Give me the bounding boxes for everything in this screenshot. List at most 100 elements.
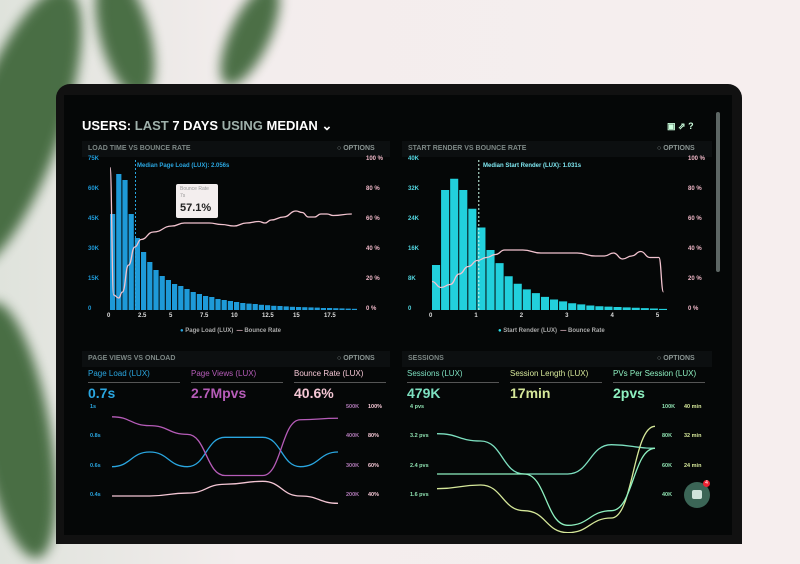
y-tick-label: 0 bbox=[88, 306, 92, 312]
metric-divider bbox=[510, 382, 602, 383]
x-tick-label: 5 bbox=[169, 313, 173, 319]
y2-tick-label: 100 % bbox=[688, 156, 706, 162]
metric-value: 17min bbox=[510, 385, 551, 401]
bar bbox=[159, 276, 165, 310]
metric-label: Session Length (LUX) bbox=[510, 369, 589, 378]
tooltip-sub: 7s bbox=[180, 193, 186, 199]
bar bbox=[345, 308, 351, 310]
title-range: 7 DAYS bbox=[172, 118, 219, 133]
x-tick-label: 4 bbox=[610, 313, 614, 319]
series-line bbox=[436, 425, 656, 533]
y-tick-label: 0.8s bbox=[90, 433, 101, 440]
metric-divider bbox=[294, 382, 386, 383]
metric-label: Page Load (LUX) bbox=[88, 369, 150, 378]
bar bbox=[631, 307, 640, 310]
monitor-icon[interactable]: ▣ bbox=[667, 121, 676, 131]
y2-tick-label: 40K bbox=[662, 492, 673, 498]
metric-divider bbox=[407, 382, 499, 383]
x-tick-label: 12.5 bbox=[262, 313, 274, 319]
bar bbox=[271, 305, 277, 310]
bar bbox=[147, 262, 153, 310]
help-icon[interactable]: ? bbox=[688, 121, 694, 131]
metric-label: PVs Per Session (LUX) bbox=[613, 369, 697, 378]
y-tick-label: 2.4 pvs bbox=[410, 462, 429, 469]
bar bbox=[468, 208, 477, 310]
legend-bounce-rate[interactable]: Bounce Rate bbox=[244, 328, 282, 334]
bar bbox=[283, 306, 289, 310]
bar bbox=[568, 303, 577, 310]
metric-value: 479K bbox=[407, 385, 441, 401]
bar bbox=[234, 302, 240, 310]
title-using: USING bbox=[221, 118, 263, 133]
bar bbox=[495, 263, 504, 310]
y2-tick-label: 100K bbox=[662, 404, 676, 410]
options-label: OPTIONS bbox=[343, 145, 375, 152]
metric-divider bbox=[191, 382, 283, 383]
bar bbox=[504, 276, 513, 310]
y-tick-label: 0 bbox=[408, 306, 412, 312]
x-tick-label: 10 bbox=[231, 313, 238, 319]
bar bbox=[116, 174, 122, 310]
panel4-options[interactable]: ○ OPTIONS bbox=[657, 355, 695, 362]
bar bbox=[172, 284, 178, 310]
legend-bounce-rate[interactable]: Bounce Rate bbox=[567, 328, 605, 334]
y2-tick-label: 100% bbox=[368, 404, 383, 410]
panel3-title: PAGE VIEWS VS ONLOAD bbox=[88, 355, 176, 362]
bar bbox=[320, 308, 326, 310]
legend-start-render[interactable]: Start Render (LUX) bbox=[503, 328, 557, 334]
bar bbox=[258, 304, 264, 310]
bar bbox=[604, 306, 613, 310]
metric-value: 0.7s bbox=[88, 385, 116, 401]
bar bbox=[240, 303, 246, 310]
y-tick-label: 60K bbox=[88, 186, 100, 192]
y2-tick-label: 32 min bbox=[684, 433, 702, 440]
bar bbox=[513, 283, 522, 310]
chevron-down-icon: ⌄ bbox=[321, 118, 333, 133]
panel3-options[interactable]: ○ OPTIONS bbox=[337, 355, 375, 362]
x-tick-label: 2 bbox=[519, 313, 524, 319]
bar bbox=[277, 306, 283, 310]
bar bbox=[308, 307, 314, 310]
y2-tick-label: 20 % bbox=[688, 276, 702, 282]
y-tick-label: 75K bbox=[88, 156, 100, 162]
panel2-median-label: Median Start Render (LUX): 1.031s bbox=[483, 163, 582, 169]
bar bbox=[577, 304, 586, 310]
bar bbox=[296, 307, 302, 310]
bar bbox=[246, 303, 252, 310]
metric-divider bbox=[88, 382, 180, 383]
y-tick-label: 45K bbox=[88, 216, 100, 222]
panel1-options[interactable]: ○ OPTIONS bbox=[337, 145, 375, 152]
bar bbox=[134, 238, 140, 310]
bar bbox=[314, 307, 320, 310]
bar bbox=[209, 297, 215, 310]
y2-tick-label: 40 min bbox=[684, 404, 702, 410]
panel2-legend: ● Start Render (LUX) — Bounce Rate bbox=[498, 328, 605, 334]
legend-page-load[interactable]: Page Load (LUX) bbox=[185, 328, 234, 334]
y2-tick-label: 100 % bbox=[366, 156, 384, 162]
panel2-options[interactable]: ○ OPTIONS bbox=[657, 145, 695, 152]
share-icon[interactable]: ⇗ bbox=[678, 121, 686, 131]
y-tick-label: 15K bbox=[88, 276, 100, 282]
bar bbox=[215, 299, 221, 310]
y2-tick-label: 80 % bbox=[688, 186, 702, 192]
metric-value: 2pvs bbox=[613, 385, 645, 401]
bar bbox=[184, 289, 190, 310]
bar bbox=[302, 307, 308, 310]
dashboard-title[interactable]: USERS: LAST 7 DAYS USING MEDIAN ⌄ bbox=[82, 118, 332, 134]
y-tick-label: 32K bbox=[408, 186, 420, 192]
x-tick-label: 7.5 bbox=[200, 313, 209, 319]
bar bbox=[522, 289, 531, 310]
panel1-title: LOAD TIME VS BOUNCE RATE bbox=[88, 145, 191, 152]
scrollbar[interactable] bbox=[716, 112, 720, 272]
bar bbox=[640, 308, 649, 310]
y2-tick-label: 20 % bbox=[366, 276, 380, 282]
bar bbox=[196, 294, 202, 310]
bar bbox=[540, 296, 549, 310]
tooltip-title: Bounce Rate bbox=[180, 186, 209, 192]
y-tick-label: 24K bbox=[408, 216, 420, 222]
bar bbox=[165, 280, 171, 310]
bar bbox=[203, 296, 209, 310]
chat-badge: 4 bbox=[703, 480, 710, 487]
x-tick-label: 17.5 bbox=[324, 313, 336, 319]
bounce-rate-line bbox=[109, 166, 352, 299]
